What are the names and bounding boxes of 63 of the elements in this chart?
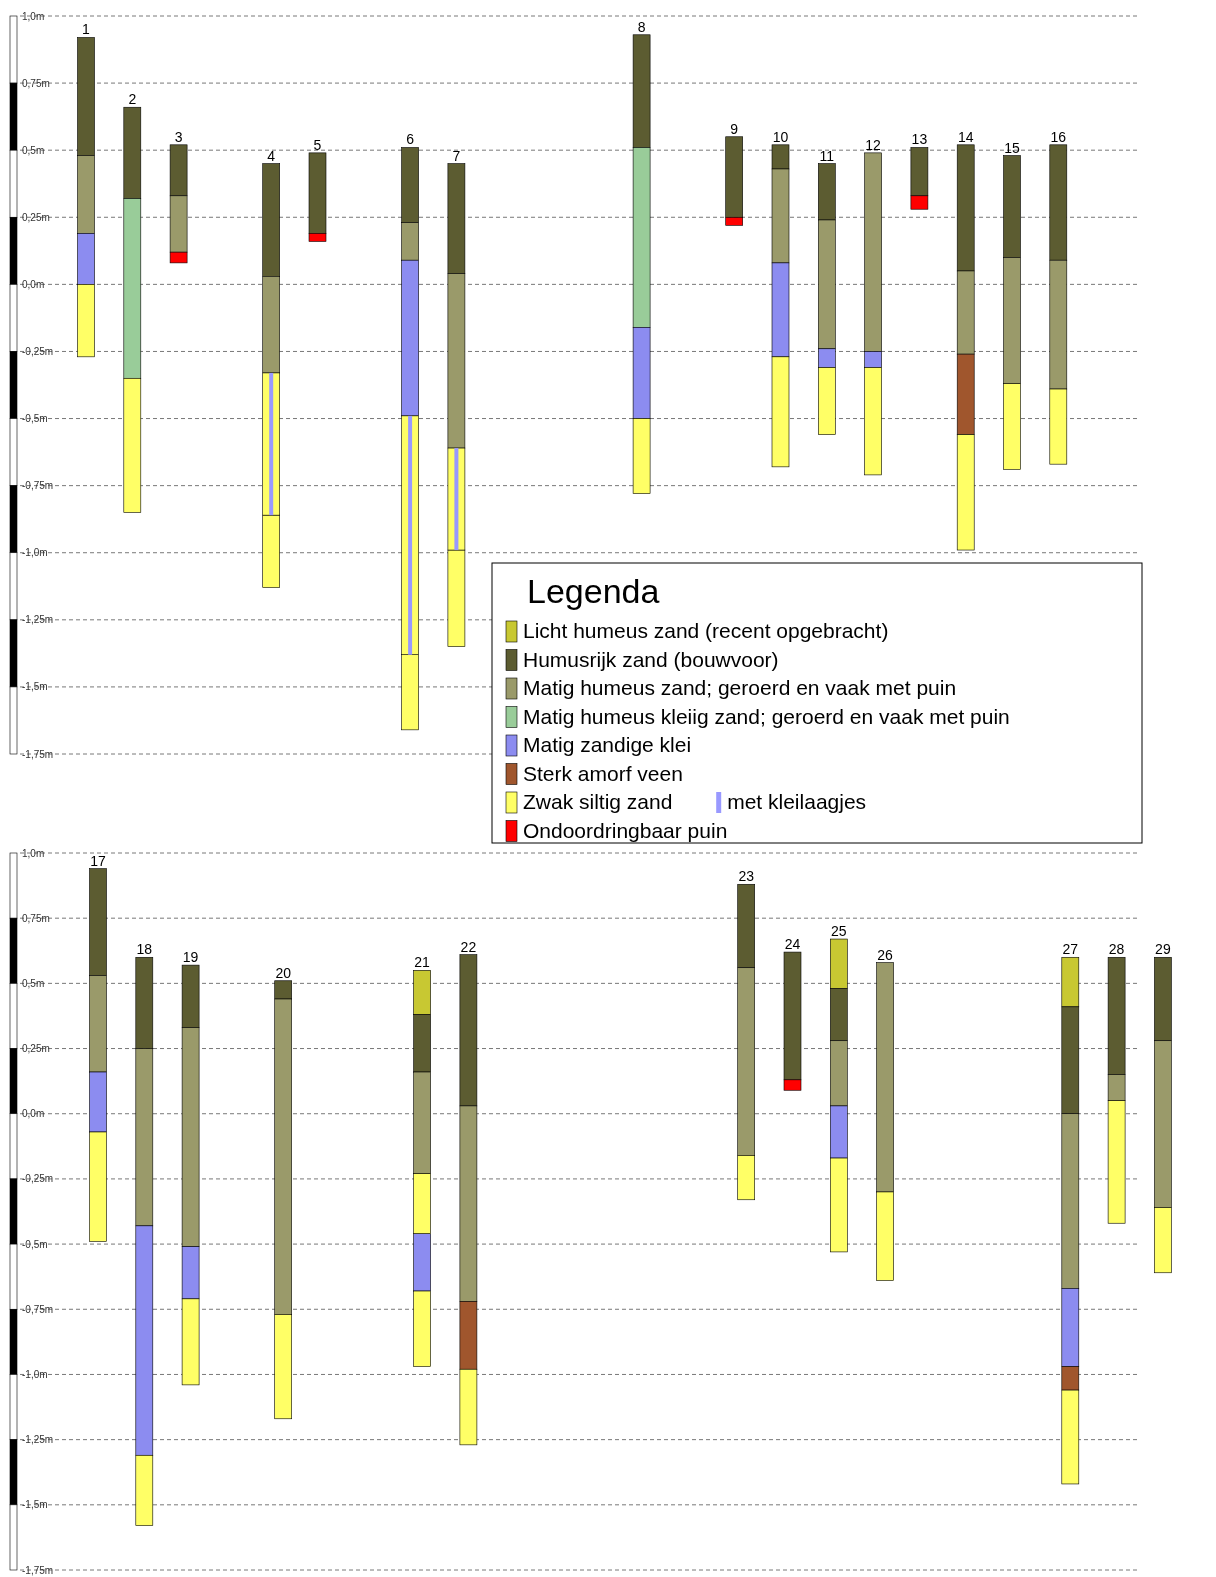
x-tick-label: 5 <box>313 136 322 153</box>
legend-title: Legenda <box>527 572 660 610</box>
legend-label: Licht humeus zand (recent opgebracht) <box>523 619 889 642</box>
x-tick-label: 20 <box>275 964 292 981</box>
x-tick-label: 19 <box>182 949 199 966</box>
x-tick-label: 26 <box>877 946 894 963</box>
y-tick-label: 1,0m <box>22 10 45 22</box>
y-tick-label: -1,75m <box>22 748 54 760</box>
x-tick-label: 11 <box>819 147 835 164</box>
y-tick-label: 0,5m <box>22 977 45 989</box>
y-tick-label: -1,5m <box>22 681 48 693</box>
x-tick-label: 10 <box>772 128 789 145</box>
y-tick-label: 0,0m <box>22 1108 45 1120</box>
x-tick-label: 28 <box>1108 941 1125 958</box>
y-tick-label: -1,25m <box>22 614 54 626</box>
legend-label: Ondoordringbaar puin <box>523 818 728 842</box>
legend-label: Matig humeus zand; geroerd en vaak met puin <box>523 676 957 699</box>
x-tick-label: 6 <box>406 131 415 148</box>
y-tick-label: -1,75m <box>22 1564 54 1576</box>
x-tick-label: 25 <box>831 923 847 940</box>
y-tick-label: -1,0m <box>22 1368 48 1380</box>
x-tick-label: 16 <box>1050 128 1067 145</box>
legend-label: Matig zandige klei <box>523 733 692 756</box>
x-tick-label: 23 <box>738 868 755 885</box>
x-tick-label: 29 <box>1155 941 1171 958</box>
x-tick-label: 7 <box>452 147 461 164</box>
x-tick-label: 4 <box>267 147 276 164</box>
x-tick-label: 1 <box>82 21 91 38</box>
y-tick-label: 0,25m <box>22 211 50 223</box>
x-tick-label: 2 <box>128 91 137 108</box>
x-tick-label: 17 <box>90 852 106 869</box>
x-tick-label: 9 <box>730 120 739 137</box>
y-tick-label: 0,25m <box>22 1043 50 1055</box>
y-tick-label: -1,5m <box>22 1499 48 1511</box>
y-tick-label: 0,75m <box>22 912 50 924</box>
x-tick-label: 13 <box>911 131 928 148</box>
x-tick-label: 14 <box>957 128 974 145</box>
y-tick-label: 1,0m <box>22 847 45 859</box>
y-tick-label: -0,5m <box>22 1238 48 1250</box>
y-tick-label: -0,75m <box>22 1303 54 1315</box>
legend-label: Zwak siltig zand <box>523 790 673 813</box>
y-tick-label: -0,75m <box>22 480 54 492</box>
x-tick-label: 8 <box>637 18 646 35</box>
y-tick-label: -0,25m <box>22 1173 54 1185</box>
y-tick-label: -0,25m <box>22 345 54 357</box>
legend-label: met kleilaagjes <box>727 790 867 813</box>
legend-label: Sterk amorf veen <box>523 761 683 785</box>
y-tick-label: -1,0m <box>22 547 48 559</box>
x-tick-label: 22 <box>460 938 477 955</box>
y-tick-label: 0,75m <box>22 77 50 89</box>
y-tick-label: -0,5m <box>22 413 48 425</box>
x-tick-label: 18 <box>136 941 153 958</box>
x-tick-label: 15 <box>1004 139 1020 156</box>
y-tick-label: 0,0m <box>22 278 45 290</box>
y-tick-label: 0,5m <box>22 144 45 156</box>
x-tick-label: 12 <box>865 136 882 153</box>
legend-label: Humusrijk zand (bouwvoor) <box>523 647 779 671</box>
y-tick-label: -1,25m <box>22 1434 54 1446</box>
x-tick-label: 21 <box>414 954 431 971</box>
x-tick-label: 3 <box>174 128 183 145</box>
legend-label: Matig humeus kleiig zand; geroerd en vaak met puin <box>523 704 1010 728</box>
x-tick-label: 24 <box>784 936 801 953</box>
x-tick-label: 27 <box>1062 941 1079 958</box>
